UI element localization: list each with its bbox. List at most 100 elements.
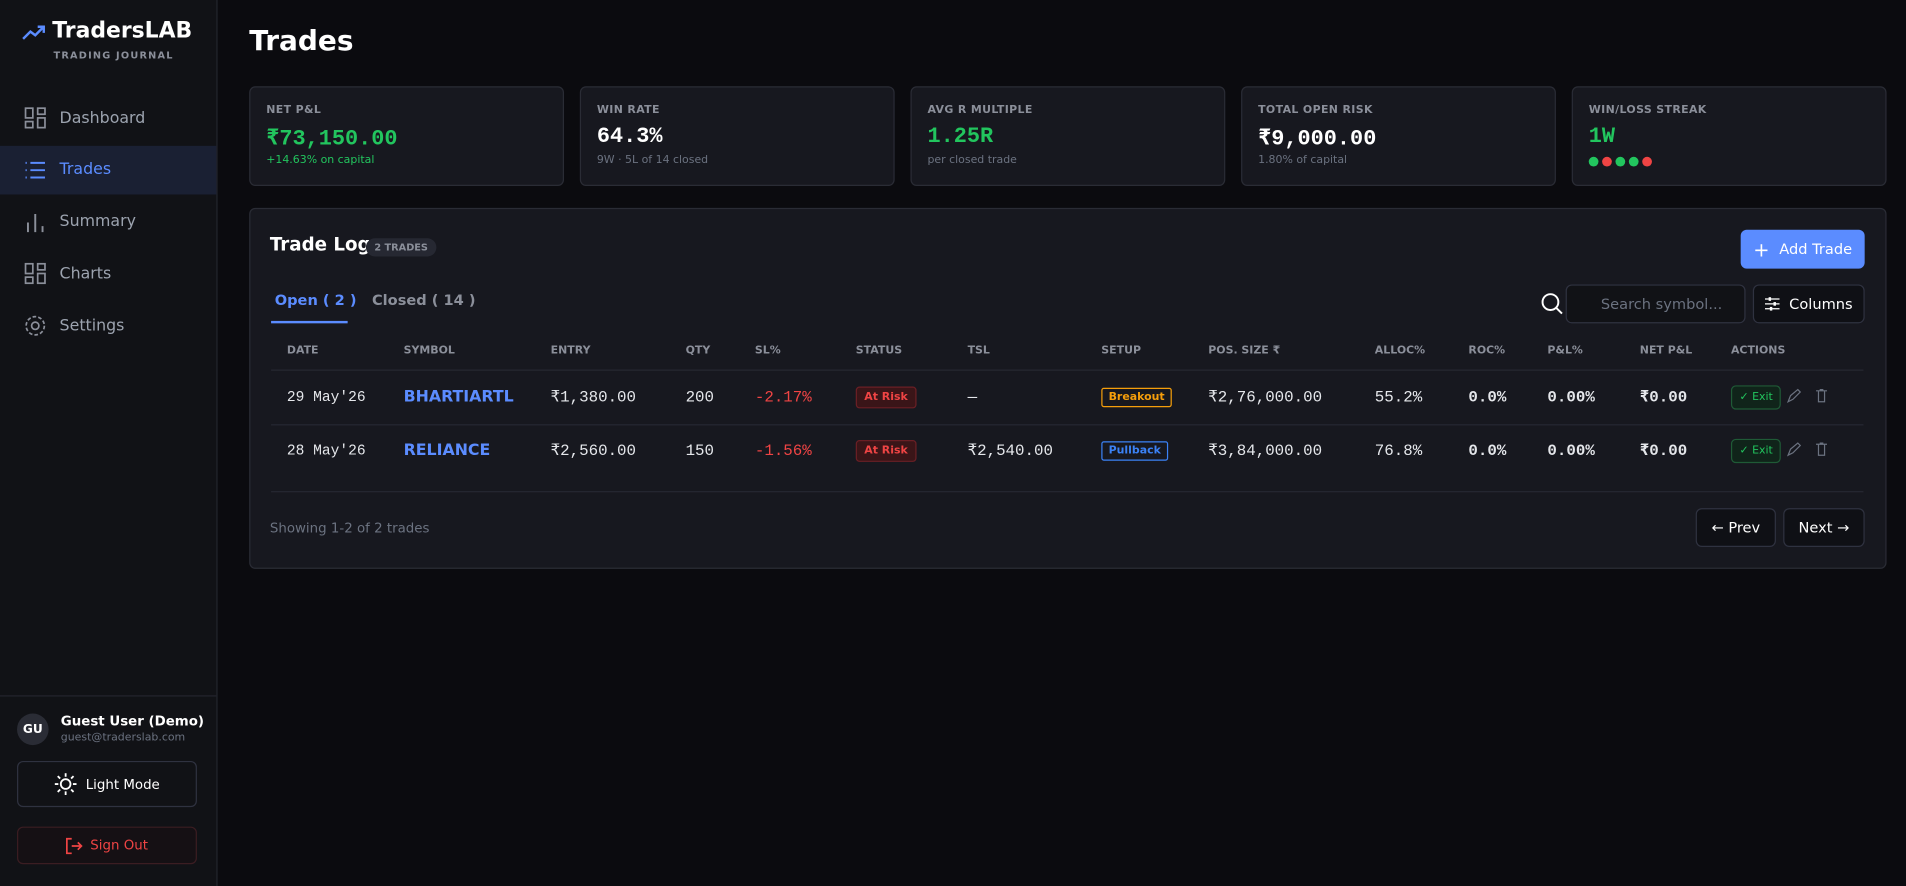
table-cell: 150 xyxy=(685,441,715,461)
row-actions[interactable] xyxy=(1786,388,1828,406)
table-cell: ₹0.00 xyxy=(1639,441,1688,461)
table-cell: 0.00% xyxy=(1547,441,1595,461)
stat-card: WIN RATE 64.3% 9W · 5L of 14 closed xyxy=(579,86,895,186)
column-header: ALLOC% xyxy=(1374,345,1426,358)
streak-dot xyxy=(1642,156,1652,167)
stat-value: 64.3% xyxy=(596,125,663,150)
nav-item[interactable]: Charts xyxy=(0,250,216,299)
columns-button[interactable]: Columns xyxy=(1752,284,1865,324)
table-cell: Pullback xyxy=(1101,441,1169,461)
nav-item[interactable]: Dashboard xyxy=(0,94,216,143)
stat-card: AVG R MULTIPLE 1.25R per closed trade xyxy=(910,86,1226,186)
streak-dots xyxy=(1588,156,1656,170)
column-header: STATUS xyxy=(855,345,903,358)
logo-icon xyxy=(22,25,45,40)
stat-sub: per closed trade xyxy=(927,154,1017,167)
table-cell: — xyxy=(967,388,978,407)
sidebar: TradersLAB TRADING JOURNAL Dashboard Trad… xyxy=(0,0,218,886)
table-cell: 76.8% xyxy=(1374,441,1423,461)
table-cell: 55.2% xyxy=(1374,388,1423,407)
avatar: GU xyxy=(17,713,49,746)
pagination-info: Showing 1-2 of 2 trades xyxy=(269,520,430,537)
search-placeholder: Search symbol... xyxy=(1600,295,1723,313)
brand-name: TradersLAB xyxy=(52,18,193,44)
streak-dot xyxy=(1628,156,1639,167)
edit-delete-icons[interactable] xyxy=(1786,442,1828,457)
stat-value: 1W xyxy=(1588,125,1616,150)
nav-item[interactable]: Summary xyxy=(0,198,216,247)
table-cell[interactable]: BHARTIARTL xyxy=(403,388,514,407)
table-cell[interactable]: ✓ Exit xyxy=(1730,385,1782,410)
tab[interactable]: Open ( 2 ) xyxy=(274,291,357,309)
nav-label: Settings xyxy=(59,316,125,336)
add-trade[interactable]: + Add Trade xyxy=(1740,229,1865,269)
search-input[interactable]: Search symbol... xyxy=(1565,284,1746,324)
column-header: QTY xyxy=(685,345,711,358)
log-title: Trade Log xyxy=(269,233,371,256)
columns-icon xyxy=(1764,297,1780,311)
table-cell: 0.00% xyxy=(1547,388,1595,407)
user-name: Guest User (Demo) xyxy=(60,713,205,730)
row-actions[interactable] xyxy=(1786,442,1828,460)
columns-label: Columns xyxy=(1789,295,1853,313)
stat-sub: +14.63% on capital xyxy=(266,154,375,167)
stat-value: ₹73,150.00 xyxy=(266,127,398,152)
column-header: NET P&L xyxy=(1639,345,1693,358)
brand-tagline: TRADING JOURNAL xyxy=(53,49,174,61)
table-cell[interactable]: ✓ Exit xyxy=(1730,438,1782,464)
signout-button[interactable]: Sign Out xyxy=(17,826,197,865)
table-cell: 200 xyxy=(685,388,715,407)
tab-underline xyxy=(271,320,348,324)
streak-dot xyxy=(1615,156,1626,167)
stat-label: WIN RATE xyxy=(596,104,660,117)
table-cell: ₹2,540.00 xyxy=(967,441,1053,461)
tab[interactable]: Closed ( 14 ) xyxy=(371,291,476,309)
column-header: ROC% xyxy=(1468,345,1506,358)
stat-value: ₹9,000.00 xyxy=(1258,127,1377,152)
nav-item[interactable]: Trades xyxy=(0,145,217,195)
trade-log: Trade Log 2 TRADES + Add Trade Open ( 2 )… xyxy=(249,207,1887,569)
nav-icon xyxy=(24,107,46,129)
next-button[interactable]: Next → xyxy=(1783,508,1865,548)
table-bottom xyxy=(271,491,1864,493)
table-cell: 0.0% xyxy=(1468,388,1507,407)
signout-label: Sign Out xyxy=(90,837,148,854)
edit-delete-icons[interactable] xyxy=(1786,388,1828,404)
table-cell: At Risk xyxy=(855,386,917,409)
table-cell: 0.0% xyxy=(1468,441,1507,461)
table-cell: ₹2,76,000.00 xyxy=(1208,388,1323,407)
prev-button[interactable]: ← Prev xyxy=(1695,508,1776,548)
column-header: ACTIONS xyxy=(1730,345,1786,358)
stat-value: 1.25R xyxy=(927,125,994,150)
table-cell: -2.17% xyxy=(754,388,812,407)
streak-dot xyxy=(1588,156,1599,167)
nav-icon xyxy=(24,263,46,285)
user-email: guest@traderslab.com xyxy=(60,731,186,744)
column-header: P&L% xyxy=(1547,345,1583,358)
search-icon xyxy=(1541,293,1563,315)
sun-icon xyxy=(54,773,77,795)
table-cell: ₹1,380.00 xyxy=(550,388,637,407)
add-label: Add Trade xyxy=(1779,240,1853,258)
header-sep xyxy=(271,369,1864,371)
table-cell[interactable]: RELIANCE xyxy=(403,441,491,461)
nav-label: Summary xyxy=(59,212,136,232)
theme-label: Light Mode xyxy=(85,776,160,792)
table-cell: -1.56% xyxy=(754,441,812,461)
table-cell: ₹2,560.00 xyxy=(550,441,637,461)
table-cell: 28 May'26 xyxy=(286,442,366,460)
stat-label: AVG R MULTIPLE xyxy=(927,104,1033,117)
log-badge: 2 TRADES xyxy=(365,238,437,257)
stat-label: NET P&L xyxy=(266,104,322,117)
page-title: Trades xyxy=(249,25,354,58)
table-cell: 29 May'26 xyxy=(286,388,366,406)
theme-button[interactable]: Light Mode xyxy=(17,760,197,808)
stat-card: NET P&L ₹73,150.00 +14.63% on capital xyxy=(249,86,565,186)
nav-item[interactable]: Settings xyxy=(0,302,216,351)
column-header: DATE xyxy=(286,345,319,358)
stat-card: WIN/LOSS STREAK 1W xyxy=(1571,86,1887,186)
stat-card: TOTAL OPEN RISK ₹9,000.00 1.80% of capital xyxy=(1241,86,1556,186)
nav-label: Charts xyxy=(59,264,112,284)
